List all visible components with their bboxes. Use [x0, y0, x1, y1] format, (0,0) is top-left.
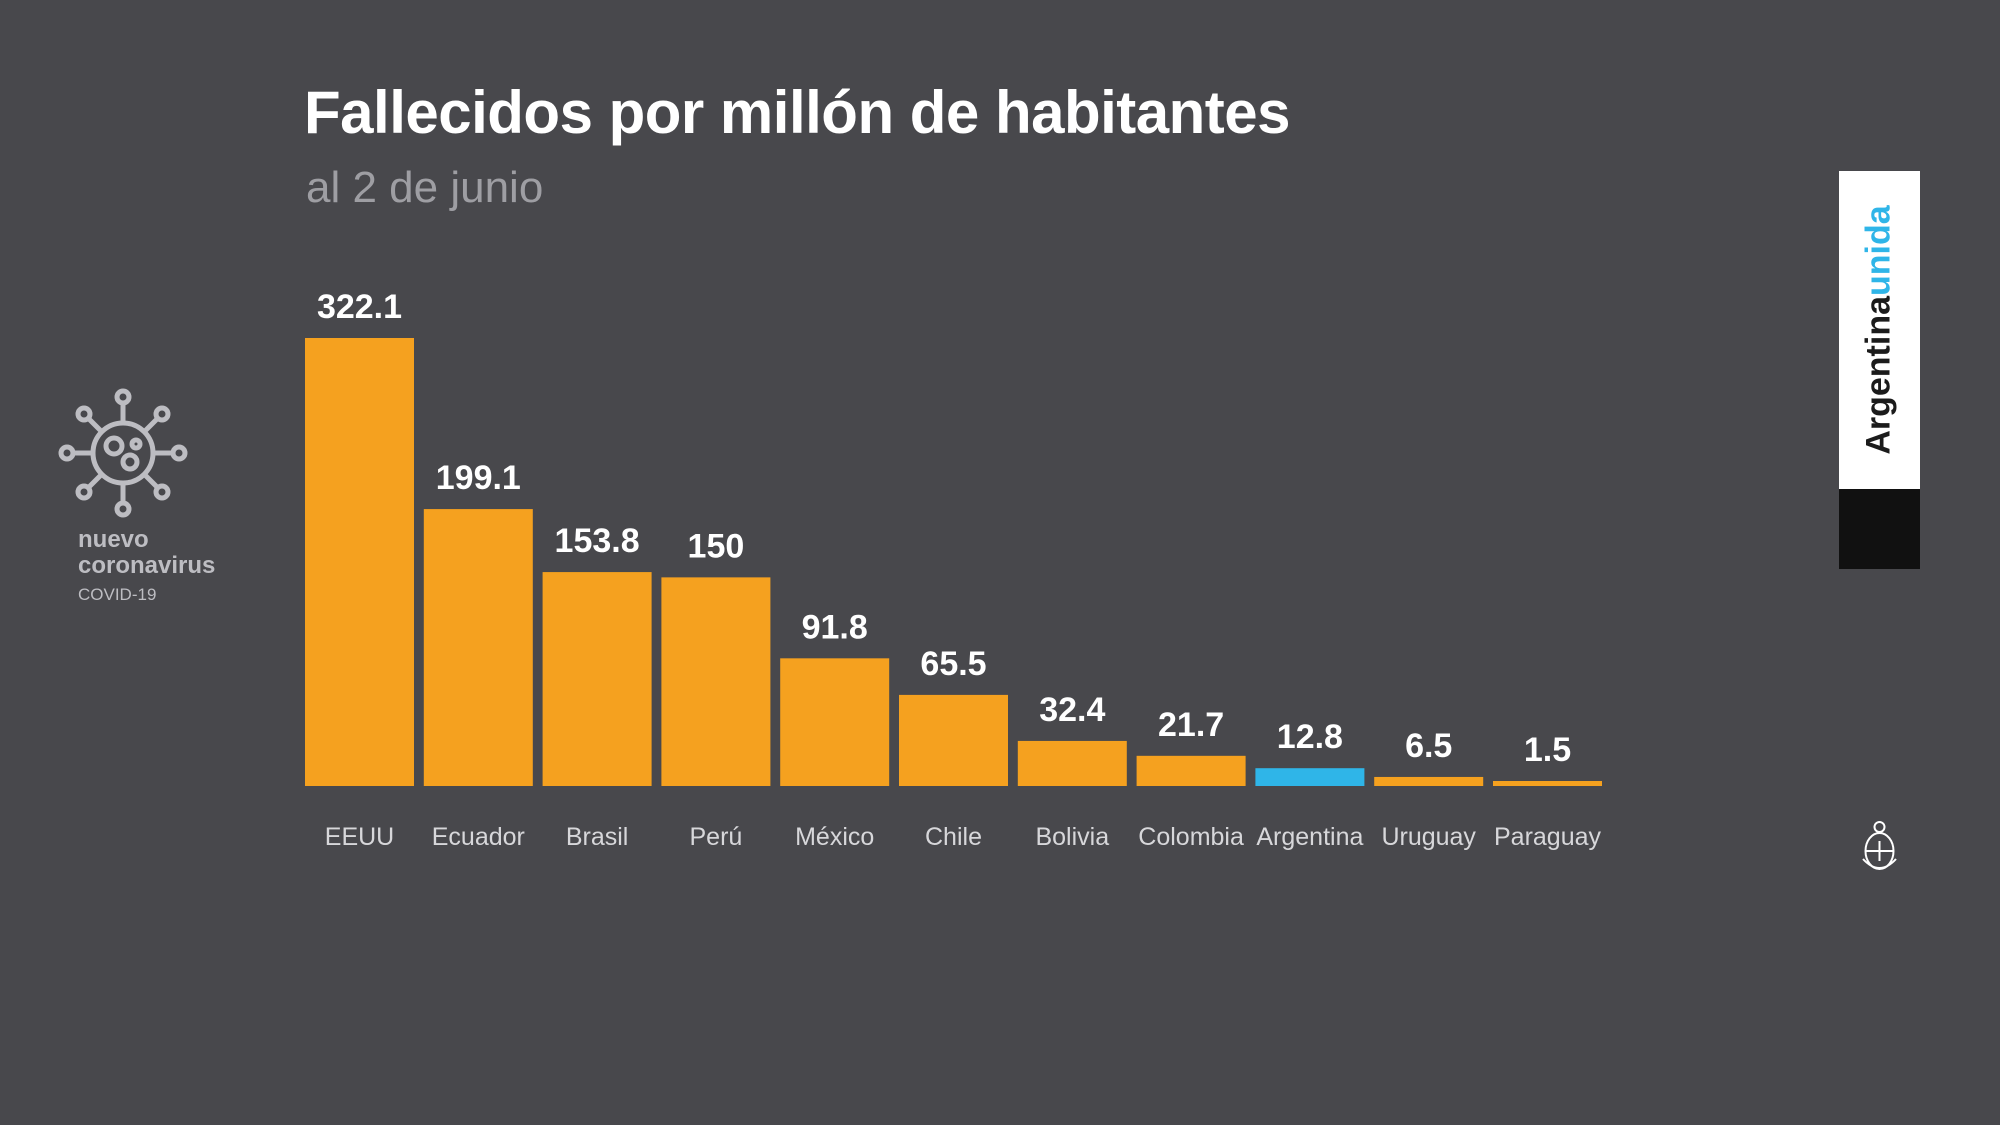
category-label: Ecuador	[432, 823, 525, 851]
chart-title: Fallecidos por millón de habitantes	[304, 79, 1291, 146]
bar-perú	[661, 577, 771, 786]
bar-méxico	[780, 658, 890, 786]
badge-label: Argentinaunida	[1860, 205, 1899, 454]
bar-eeuu	[305, 338, 414, 786]
category-label: México	[795, 823, 874, 851]
bar-uruguay	[1374, 776, 1484, 786]
value-label: 322.1	[317, 288, 402, 326]
bar-ecuador	[423, 509, 533, 786]
value-label: 153.8	[555, 522, 640, 560]
category-label: Paraguay	[1494, 823, 1602, 851]
bar-paraguay	[1493, 781, 1602, 786]
badge-text-panel: Argentinaunida	[1839, 171, 1920, 489]
value-label: 12.8	[1277, 718, 1343, 756]
category-label: Perú	[689, 823, 742, 851]
category-label: EEUU	[325, 823, 394, 851]
coat-of-arms-icon	[1862, 821, 1897, 870]
argentina-unida-badge: Argentinaunida	[1839, 171, 1920, 870]
value-label: 91.8	[802, 608, 868, 646]
value-label: 1.5	[1524, 731, 1571, 769]
value-label: 6.5	[1405, 727, 1452, 765]
category-label: Brasil	[566, 823, 629, 851]
category-label: Chile	[925, 823, 982, 851]
bar-colombia	[1136, 755, 1246, 786]
logo-text-nuevo: nuevo	[78, 526, 149, 553]
badge-word-argentina: Argentina	[1859, 295, 1898, 455]
chart-subtitle: al 2 de junio	[306, 163, 544, 212]
category-label: Colombia	[1138, 823, 1244, 851]
value-label: 21.7	[1158, 706, 1224, 744]
value-label: 150	[688, 527, 745, 565]
bar-brasil	[542, 572, 652, 786]
value-label: 199.1	[436, 459, 521, 497]
category-label: Uruguay	[1381, 823, 1476, 851]
category-label: Argentina	[1256, 823, 1363, 851]
badge-word-unida: unida	[1859, 205, 1898, 296]
value-label: 65.5	[920, 645, 986, 683]
bar-chile	[899, 694, 1008, 786]
badge-seal-panel	[1839, 489, 1920, 870]
logo-text-coronavirus: coronavirus	[78, 552, 216, 579]
bar-bolivia	[1017, 740, 1127, 786]
logo-text-covid: COVID-19	[78, 585, 157, 604]
virus-icon	[58, 388, 188, 518]
bar-argentina	[1255, 768, 1365, 786]
value-label: 32.4	[1039, 691, 1105, 729]
category-label: Bolivia	[1035, 823, 1109, 851]
